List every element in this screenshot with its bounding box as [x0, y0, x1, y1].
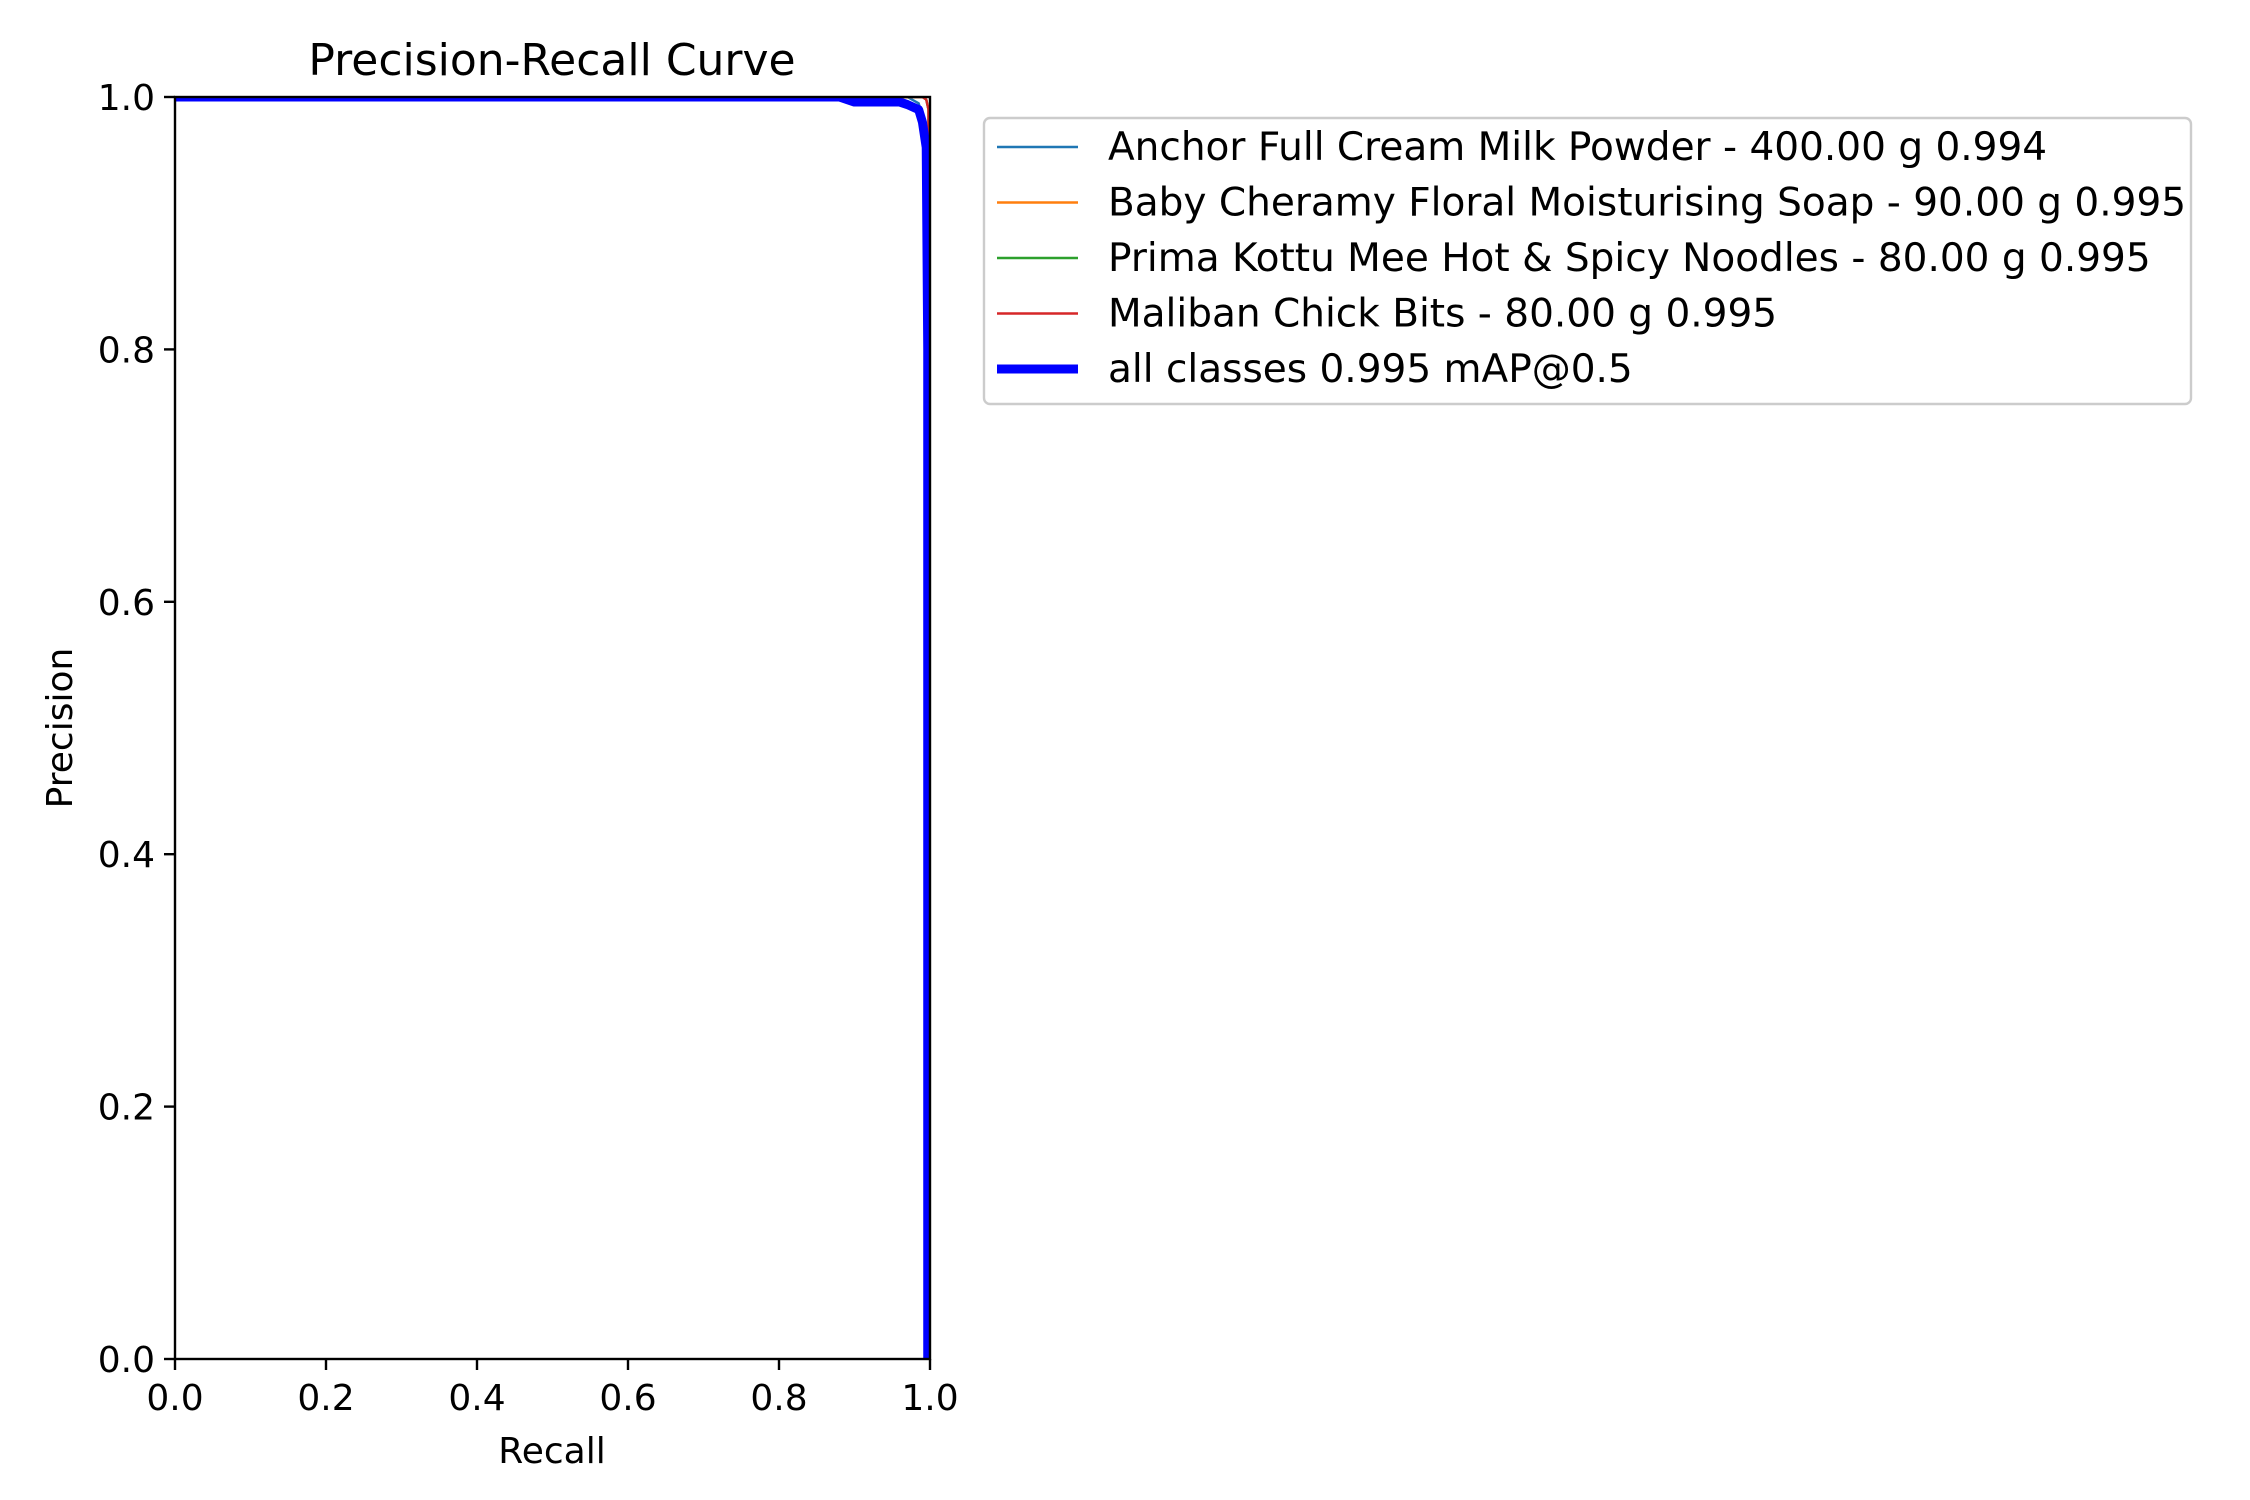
series-line-4: [175, 97, 930, 1359]
y-tick-label: 0.8: [98, 330, 155, 371]
y-tick-label: 0.4: [98, 835, 155, 876]
y-axis-label: Precision: [40, 648, 81, 809]
x-tick-label: 0.8: [750, 1378, 807, 1419]
plot-area: [175, 97, 930, 1359]
legend-label-2: Baby Cheramy Floral Moisturising Soap - …: [1108, 181, 2186, 226]
legend: Anchor Full Cream Milk Powder - 400.00 g…: [982, 116, 2193, 406]
x-axis-ticks: 0.0 0.2 0.4 0.6 0.8 1.0: [146, 1359, 959, 1419]
x-tick-label: 0.2: [297, 1378, 354, 1419]
x-tick-label: 1.0: [901, 1378, 958, 1419]
x-tick-label: 0.0: [146, 1378, 203, 1419]
y-tick-label: 1.0: [98, 78, 155, 119]
x-tick-label: 0.4: [448, 1378, 505, 1419]
x-axis-label: Recall: [498, 1431, 605, 1472]
chart-title: Precision-Recall Curve: [308, 35, 795, 86]
series-line-5: [175, 97, 930, 1359]
y-tick-label: 0.2: [98, 1088, 155, 1129]
y-tick-label: 0.0: [98, 1340, 155, 1381]
x-tick-label: 0.6: [599, 1378, 656, 1419]
plot-frame: [173, 95, 932, 1361]
legend-label-4: Maliban Chick Bits - 80.00 g 0.995: [1108, 292, 1777, 337]
legend-box: [982, 116, 2193, 406]
legend-label-3: Prima Kottu Mee Hot & Spicy Noodles - 80…: [1108, 236, 2151, 281]
legend-label-1: Anchor Full Cream Milk Powder - 400.00 g…: [1108, 125, 2047, 170]
legend-label-5: all classes 0.995 mAP@0.5: [1108, 347, 1633, 392]
y-tick-label: 0.6: [98, 583, 155, 624]
y-axis-ticks: 0.0 0.2 0.4 0.6 0.8 1.0: [98, 78, 175, 1381]
